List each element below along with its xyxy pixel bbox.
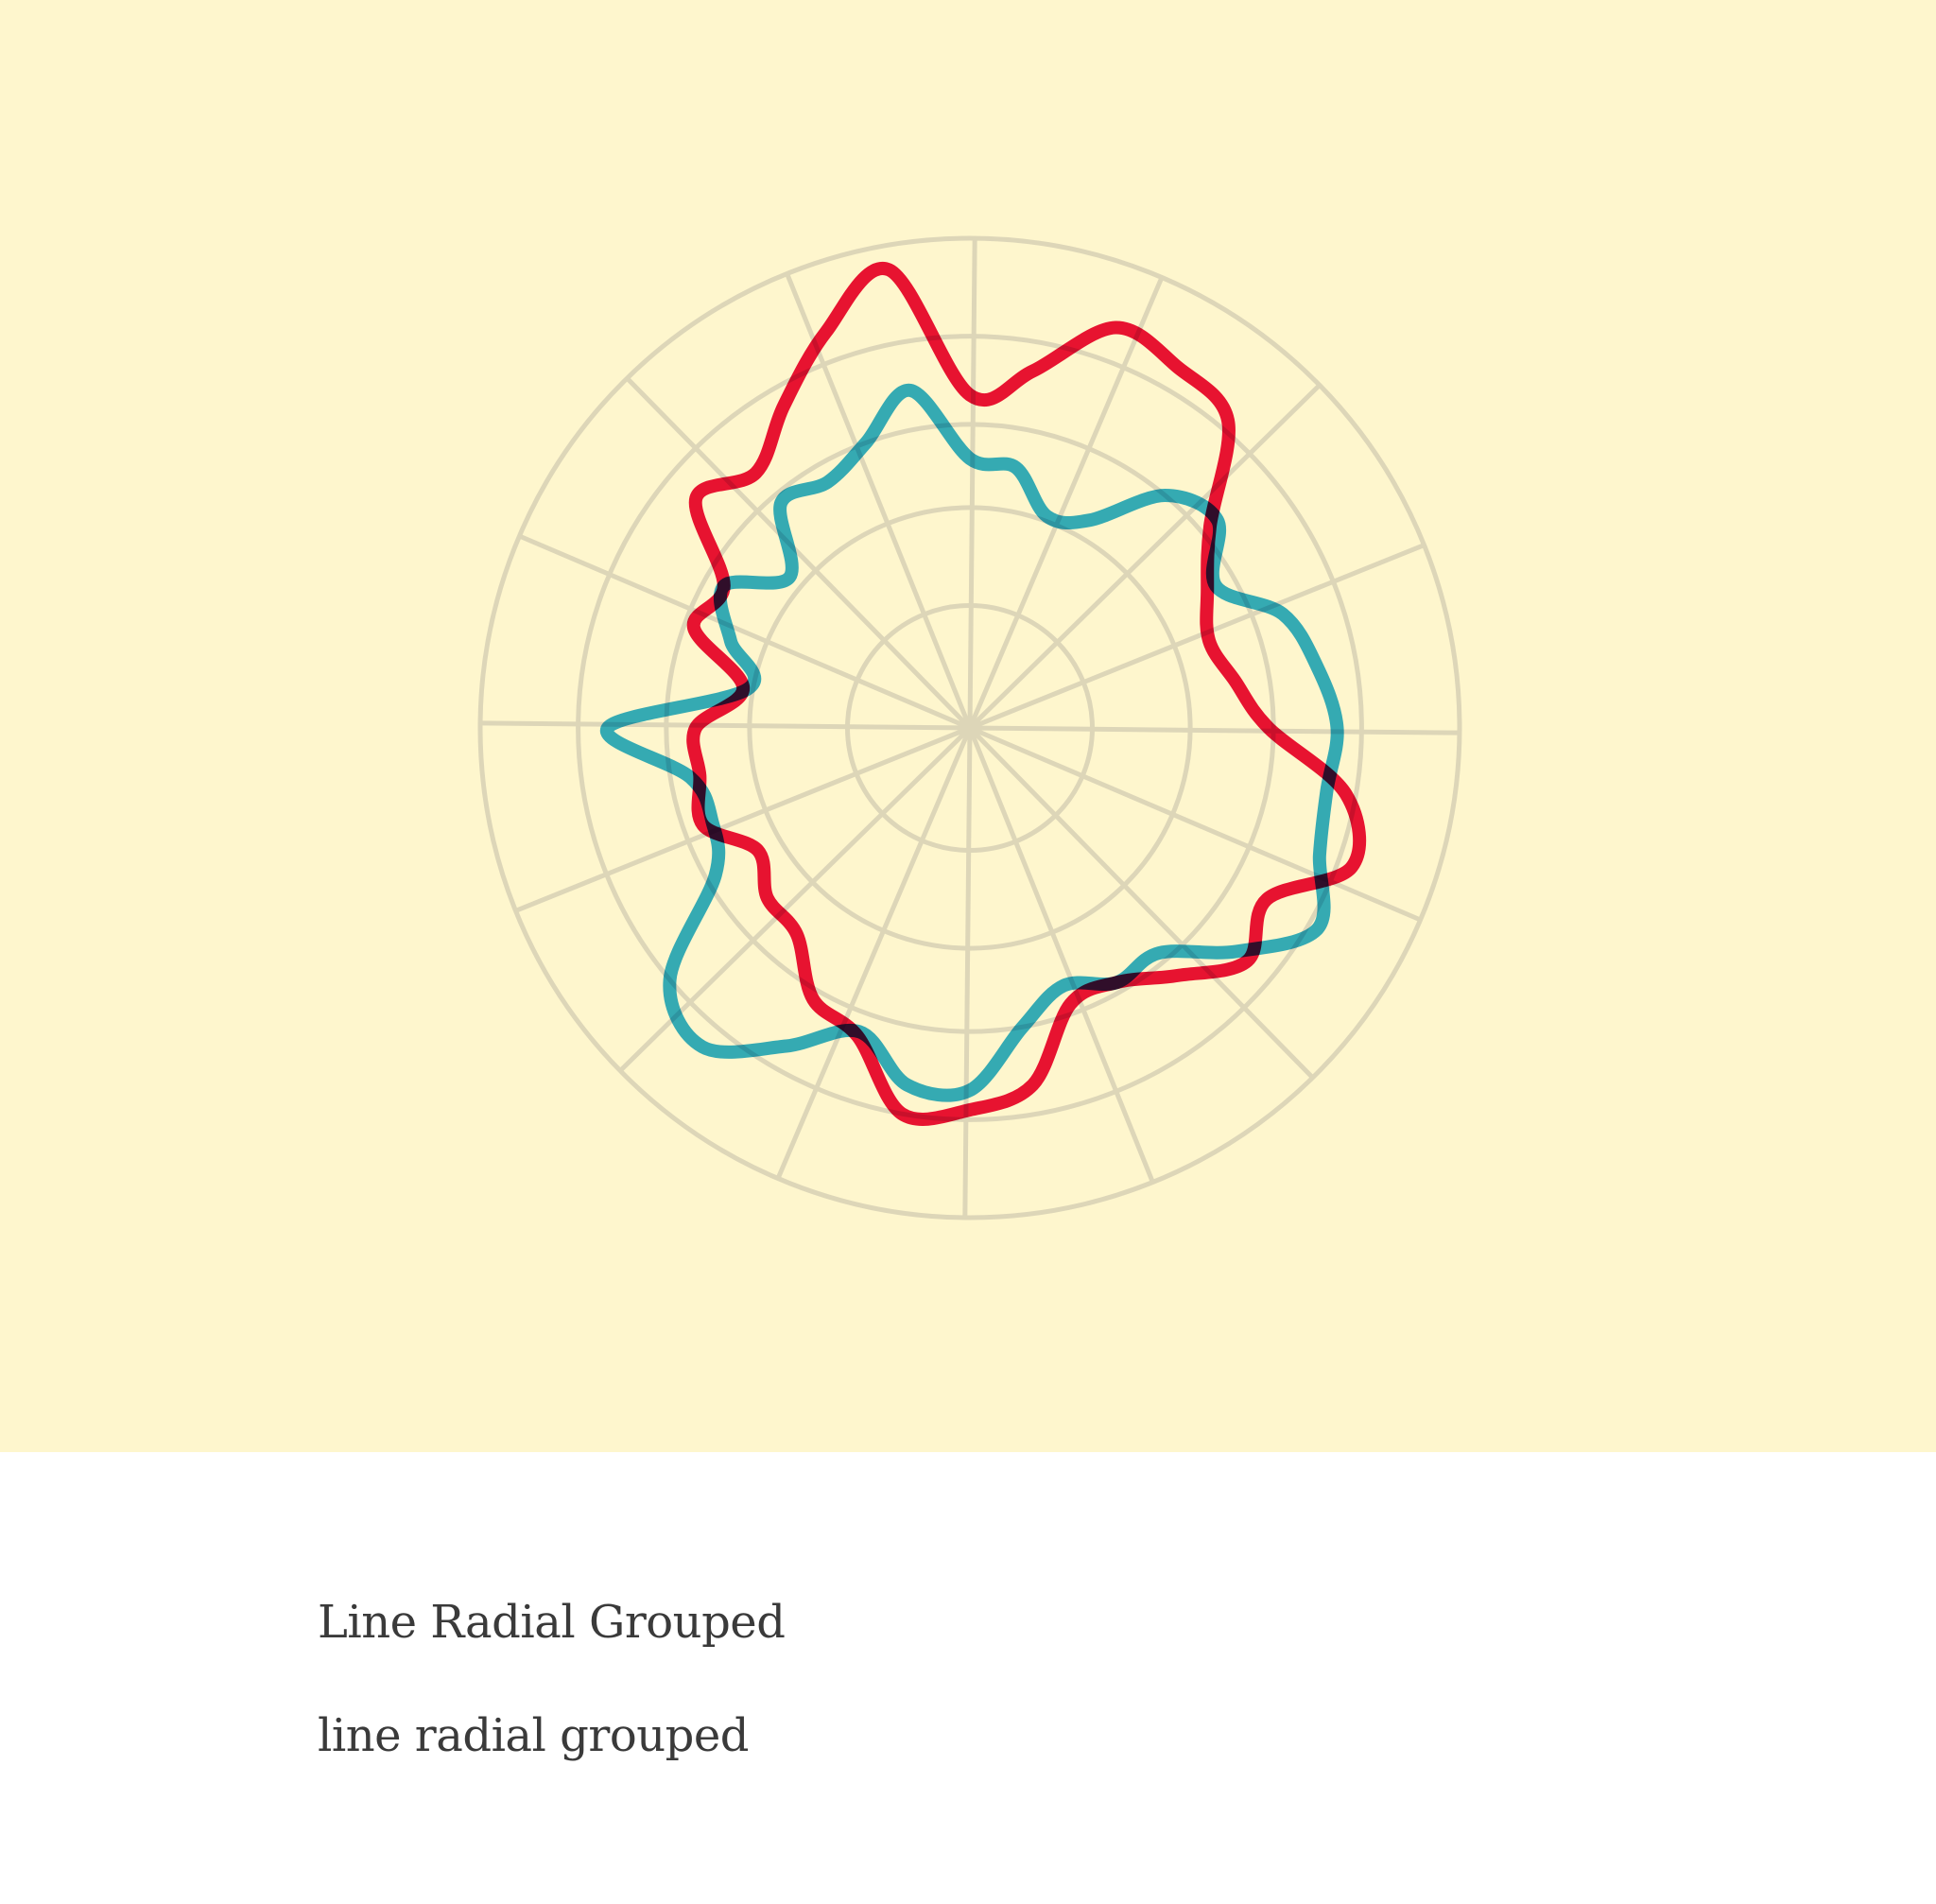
- grid-spokes: [480, 238, 1460, 1218]
- chart-title: Line Radial Grouped: [318, 1596, 785, 1649]
- chart-subtitle: line radial grouped: [318, 1709, 749, 1762]
- grid-spoke-9: [965, 728, 970, 1218]
- grid-spoke-1: [970, 238, 975, 728]
- chart-panel: [0, 0, 1936, 1452]
- radial-line-chart: [0, 0, 1936, 1452]
- grid-spoke-5: [970, 728, 1460, 733]
- grid-spoke-13: [480, 723, 970, 728]
